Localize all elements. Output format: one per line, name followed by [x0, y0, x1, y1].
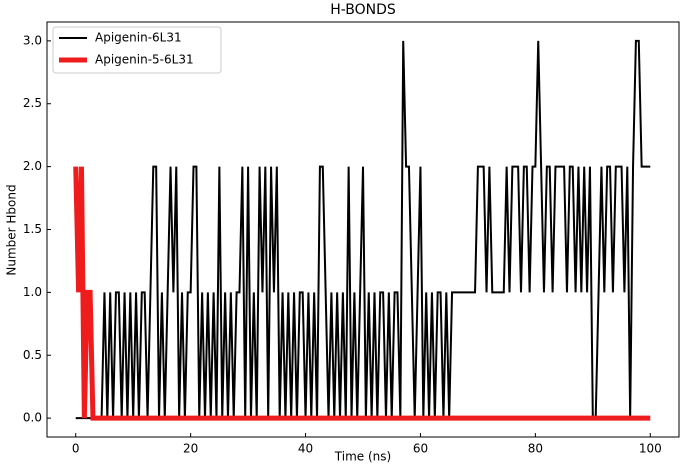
y-tick-label: 2.5 — [23, 96, 42, 110]
y-tick-label: 0.5 — [23, 348, 42, 362]
y-tick-label: 1.0 — [23, 285, 42, 299]
series-line — [75, 39, 651, 420]
series-line — [73, 166, 651, 421]
x-tick-label: 40 — [298, 442, 313, 456]
x-tick-label: 80 — [528, 442, 543, 456]
legend-label: Apigenin-5-6L31 — [95, 53, 194, 67]
y-axis-label: Number Hbond — [5, 184, 19, 275]
x-axis-label: Time (ns) — [334, 450, 391, 464]
legend-box — [52, 26, 222, 74]
y-tick-label: 1.5 — [23, 222, 42, 236]
plot-frame — [46, 21, 680, 438]
y-tick-label: 2.0 — [23, 159, 42, 173]
x-tick-label: 20 — [183, 442, 198, 456]
x-tick-label: 100 — [639, 442, 662, 456]
legend-label: Apigenin-6L31 — [95, 31, 182, 45]
x-tick-label: 60 — [413, 442, 428, 456]
x-tick-label: 0 — [72, 442, 80, 456]
y-tick-label: 0.0 — [23, 411, 42, 425]
y-tick-label: 3.0 — [23, 33, 42, 47]
chart-title: H-BONDS — [330, 2, 396, 18]
